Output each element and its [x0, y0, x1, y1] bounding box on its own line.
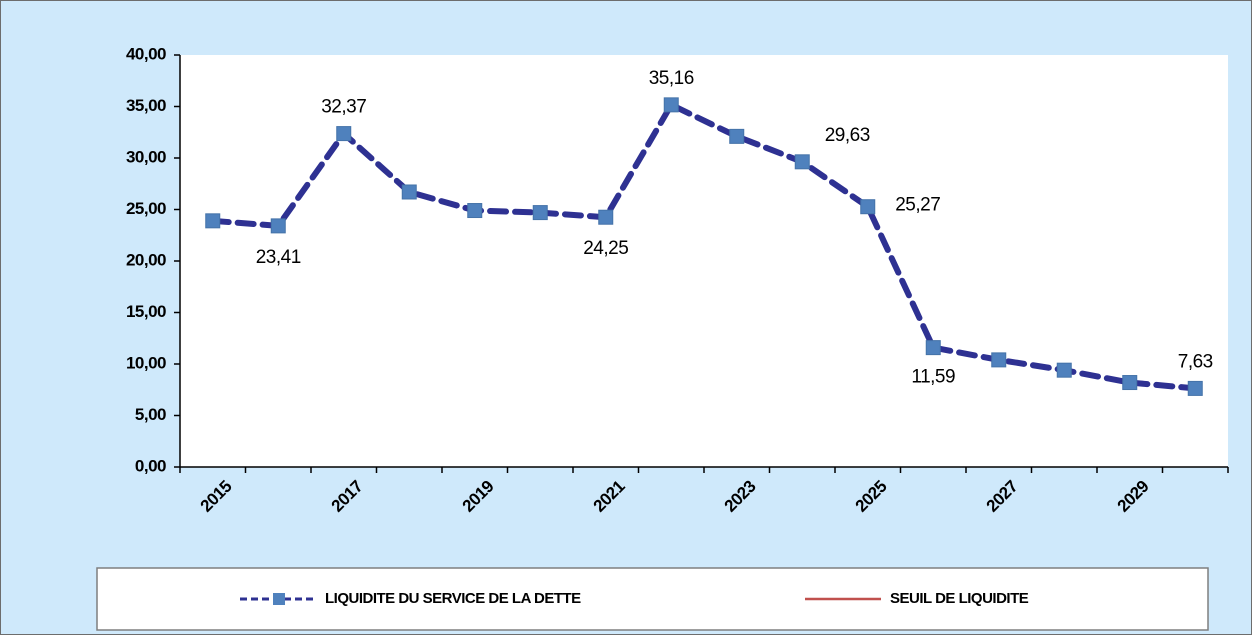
legend-label: LIQUIDITE DU SERVICE DE LA DETTE	[325, 590, 581, 607]
marker	[991, 352, 1007, 368]
y-tick-label: 0,00	[135, 456, 166, 475]
y-tick-label: 30,00	[126, 147, 166, 166]
marker	[925, 340, 941, 356]
marker	[1122, 375, 1138, 391]
data-label: 23,41	[256, 247, 301, 268]
y-tick-label: 10,00	[126, 353, 166, 372]
marker	[336, 126, 352, 142]
marker	[401, 184, 417, 200]
series-line	[209, 100, 1199, 392]
y-tick-label: 35,00	[126, 96, 166, 115]
marker	[467, 203, 483, 219]
marker	[598, 209, 614, 225]
marker	[729, 128, 745, 144]
marker	[205, 213, 221, 229]
marker	[860, 199, 876, 215]
marker	[794, 154, 810, 170]
data-label: 7,63	[1178, 351, 1213, 372]
legend-marker	[273, 593, 285, 605]
y-tick-label: 5,00	[135, 405, 166, 424]
legend-label: SEUIL DE LIQUIDITE	[890, 590, 1029, 607]
marker	[270, 218, 286, 234]
y-tick-label: 15,00	[126, 302, 166, 321]
marker	[1187, 380, 1203, 396]
data-label: 24,25	[583, 238, 628, 259]
data-label: 35,16	[649, 68, 694, 89]
data-label: 25,27	[895, 195, 940, 216]
data-label: 32,37	[321, 97, 366, 118]
marker	[1056, 362, 1072, 378]
data-label: 11,59	[911, 367, 955, 388]
marker	[532, 205, 548, 221]
marker	[663, 97, 679, 113]
y-tick-label: 25,00	[126, 199, 166, 218]
y-tick-label: 40,00	[126, 44, 166, 63]
data-label: 29,63	[825, 125, 870, 146]
y-tick-label: 20,00	[126, 250, 166, 269]
